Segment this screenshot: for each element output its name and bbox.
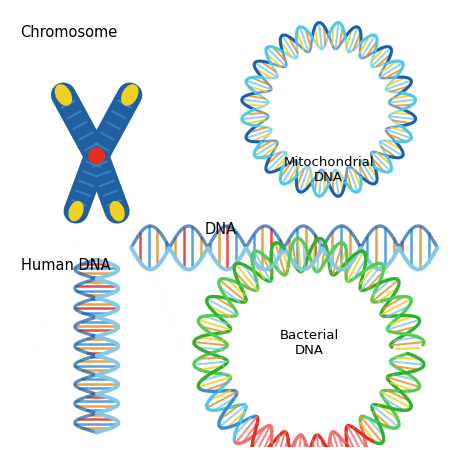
Circle shape (89, 148, 104, 164)
Ellipse shape (69, 202, 83, 220)
Text: Chromosome: Chromosome (21, 24, 118, 40)
Text: Mitochondrial
DNA: Mitochondrial DNA (284, 156, 374, 184)
Ellipse shape (110, 202, 124, 220)
Text: Bacterial
DNA: Bacterial DNA (279, 328, 338, 357)
Ellipse shape (55, 85, 72, 105)
Text: DNA: DNA (204, 222, 236, 238)
Ellipse shape (122, 85, 138, 105)
Text: Human DNA: Human DNA (21, 257, 110, 273)
